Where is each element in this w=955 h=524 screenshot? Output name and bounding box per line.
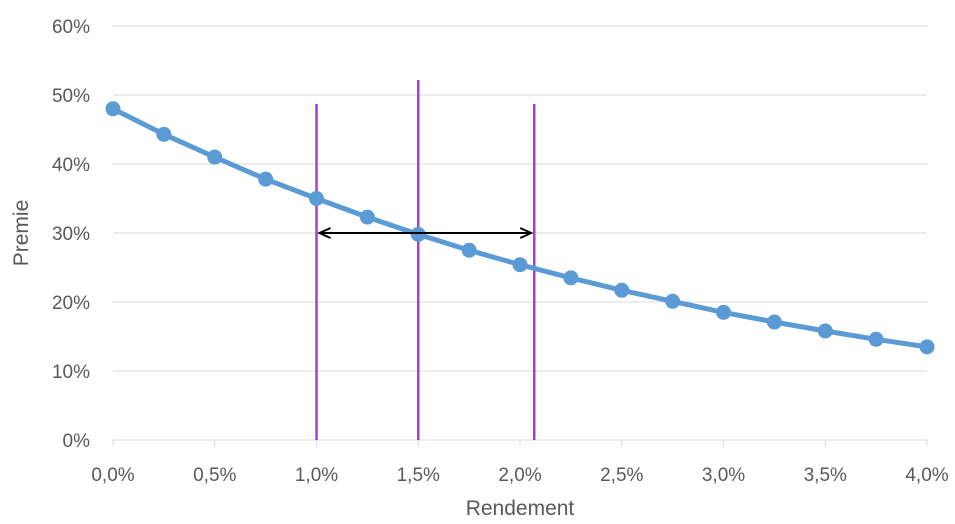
x-tick-label: 1,0%	[295, 465, 338, 486]
data-point	[258, 171, 274, 187]
y-tick-label: 0%	[63, 431, 91, 452]
data-point	[766, 314, 782, 330]
series-line	[110, 106, 930, 350]
data-point	[512, 257, 528, 273]
x-tick-label: 4,0%	[905, 465, 948, 486]
data-point	[359, 209, 375, 225]
data-point	[614, 282, 630, 298]
data-point	[919, 339, 935, 355]
x-tick-label: 2,5%	[600, 465, 643, 486]
y-tick-label: 50%	[52, 86, 90, 107]
series-layer	[105, 101, 935, 355]
data-point	[410, 226, 426, 242]
y-axis-title: Premie	[10, 200, 33, 267]
y-tick-label: 40%	[52, 155, 90, 176]
data-point	[461, 242, 477, 258]
data-point	[105, 101, 121, 117]
y-tick-label: 30%	[52, 224, 90, 245]
data-point	[207, 149, 223, 165]
data-point	[716, 304, 731, 320]
x-tick-label: 1,5%	[397, 465, 440, 486]
x-axis-title: Rendement	[466, 497, 575, 520]
annotation-vertical-lines	[315, 80, 536, 440]
x-axis	[112, 439, 928, 446]
x-tick-label: 0,0%	[91, 465, 134, 486]
data-point	[563, 270, 579, 286]
x-tick-label: 2,0%	[498, 465, 541, 486]
y-tick-labels: 0% 10% 20% 30% 40% 50% 60%	[52, 17, 90, 452]
y-tick-label: 20%	[52, 293, 90, 314]
data-point	[309, 191, 324, 206]
data-point	[868, 331, 884, 347]
x-tick-label: 3,0%	[702, 465, 745, 486]
x-tick-label: 0,5%	[193, 465, 236, 486]
data-point	[156, 126, 172, 142]
y-tick-label: 60%	[52, 17, 90, 38]
y-tick-label: 10%	[52, 362, 90, 383]
gridlines	[113, 25, 927, 372]
data-point	[817, 323, 833, 339]
x-tick-label: 3,5%	[804, 465, 847, 486]
data-point	[665, 293, 681, 309]
x-tick-labels: 0,0% 0,5% 1,0% 1,5% 2,0% 2,5% 3,0% 3,5% 4,0%	[91, 465, 948, 486]
